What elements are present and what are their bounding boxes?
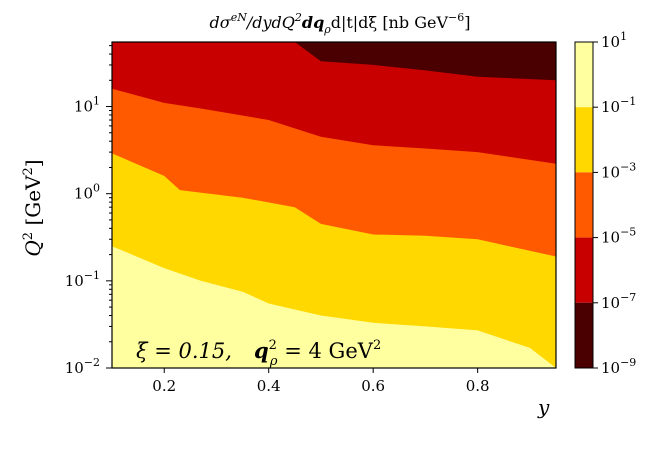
contour-region-level-5 (112, 246, 556, 368)
y-axis: 10−2 10−1 100 101 (65, 45, 112, 377)
colorbar-tick-label: 10−9 (601, 356, 636, 377)
y-tick-label: 10−2 (65, 356, 100, 377)
y-tick-label: 101 (74, 95, 100, 116)
colorbar-segment (575, 302, 593, 368)
x-tick-label: 0.8 (466, 377, 490, 395)
colorbar-tick-label: 10−5 (601, 226, 636, 247)
x-tick-label: 0.6 (361, 377, 385, 395)
colorbar-tick-label: 10−3 (601, 160, 636, 181)
y-tick-label: 10−1 (65, 269, 100, 290)
x-tick-label: 0.4 (257, 377, 281, 395)
colorbar-tick-label: 10−7 (601, 291, 636, 312)
chart-title: dσeN/dydQ2dqρd|t|dξ [nb GeV−6] (210, 11, 471, 36)
colorbar-frame (574, 41, 594, 369)
x-axis: 0.2 0.4 0.6 0.8 (152, 368, 490, 395)
colorbar-segment (575, 237, 593, 303)
colorbar: 101 10−1 10−3 10−5 10−7 10−9 (574, 30, 636, 377)
colorbar-segment (575, 107, 593, 173)
colorbar-tick-label: 101 (601, 30, 627, 51)
contour-fills (112, 42, 556, 368)
x-tick-label: 0.2 (152, 377, 176, 395)
parameter-annotation: ξ = 0.15, q2 ρ = 4 GeV2 (136, 338, 381, 369)
colorbar-segment (575, 42, 593, 108)
x-axis-label: y (537, 395, 550, 419)
y-axis-label: Q2 [GeV2] (21, 159, 45, 256)
colorbar-tick-label: 10−1 (601, 95, 636, 116)
colorbar-segment (575, 172, 593, 238)
plot-frame (111, 41, 557, 369)
y-tick-label: 100 (74, 182, 100, 203)
